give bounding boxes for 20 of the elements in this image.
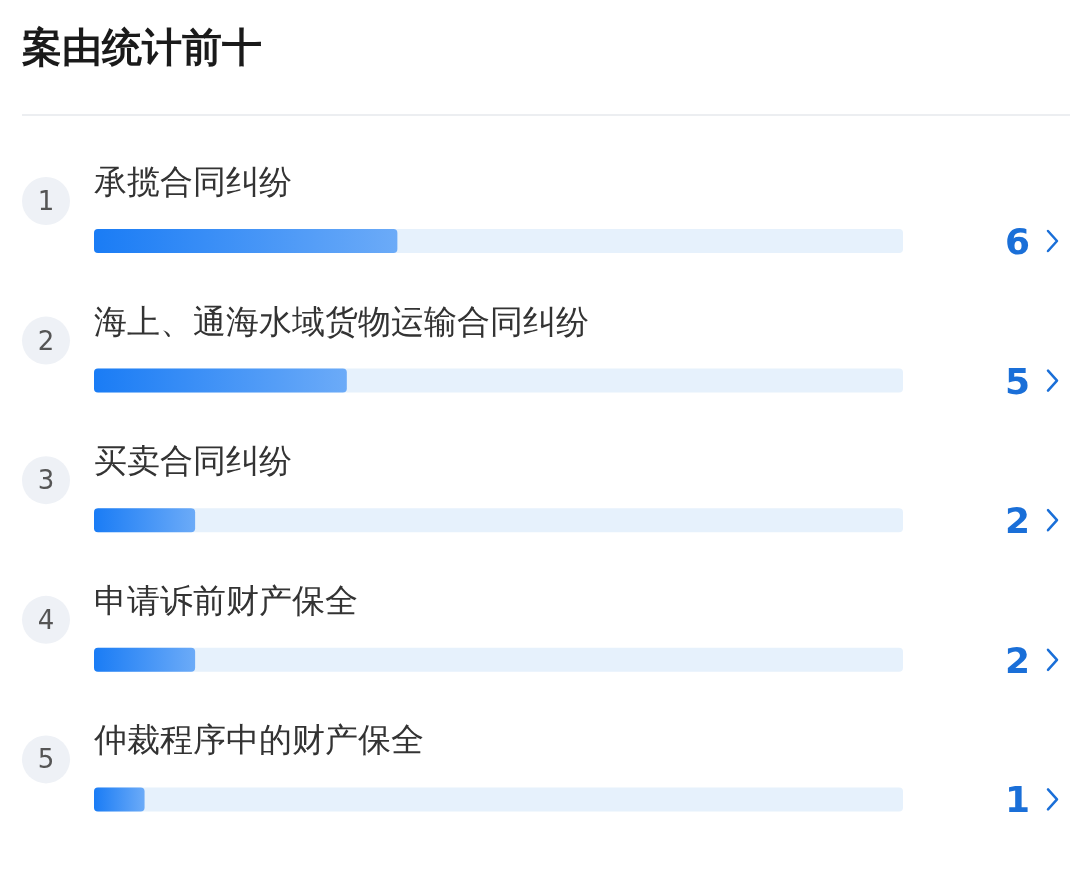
- data-label: 6: [1004, 221, 1030, 262]
- text: 2: [37, 325, 55, 356]
- bar: [94, 787, 145, 812]
- data-label: 2: [1004, 639, 1030, 681]
- bar: [94, 647, 196, 672]
- bar: [94, 368, 347, 393]
- data-label: 1: [1004, 779, 1030, 821]
- bar: [94, 508, 196, 533]
- text: 1: [37, 186, 55, 216]
- y-tick-label: 买卖合同纠纷: [94, 441, 292, 481]
- text: 5: [37, 744, 55, 775]
- data-label: 5: [1004, 360, 1030, 402]
- y-tick-label: 仲裁程序中的财产保全: [94, 720, 424, 760]
- text: 3: [37, 465, 55, 496]
- text: 4: [37, 604, 55, 635]
- y-tick-label: 承揽合同纠纷: [94, 162, 292, 201]
- chart-title: 案由统计前十: [22, 23, 262, 72]
- y-tick-label: 申请诉前财产保全: [94, 580, 358, 620]
- y-tick-label: 海上、通海水域货物运输合同纠纷: [94, 301, 589, 341]
- data-label: 2: [1004, 500, 1030, 542]
